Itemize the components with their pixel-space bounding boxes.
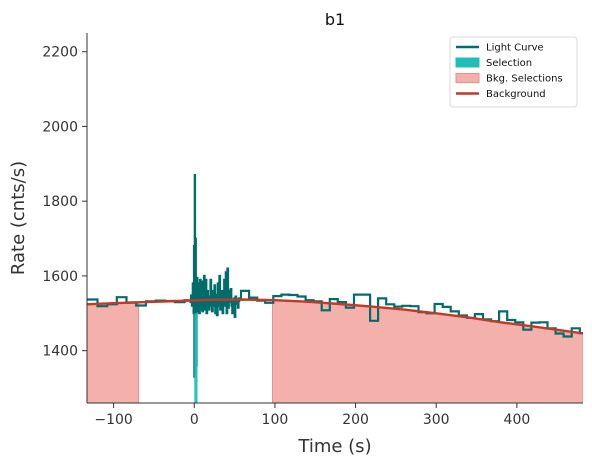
y-tick-label: 1400 xyxy=(42,344,78,360)
axes: −100 0 100 200 300 400 1400 1600 1800 2000 2200 xyxy=(42,33,583,428)
selection-band xyxy=(194,313,198,403)
x-tick-label: 0 xyxy=(190,412,199,428)
legend-label: Background xyxy=(486,89,546,100)
x-tick-label: 400 xyxy=(504,412,531,428)
legend-label: Bkg. Selections xyxy=(486,74,563,85)
x-tick-label: −100 xyxy=(94,412,132,428)
legend: Light Curve Selection Bkg. Selections Backg… xyxy=(449,36,578,108)
x-tick-label: 300 xyxy=(423,412,450,428)
x-tick-label: 200 xyxy=(342,412,369,428)
chart-title: b1 xyxy=(325,10,345,29)
legend-swatch xyxy=(455,57,480,68)
legend-box xyxy=(449,36,578,108)
y-tick-label: 2000 xyxy=(42,119,78,135)
plot-area xyxy=(87,174,583,403)
legend-label: Selection xyxy=(486,58,532,69)
x-axis-label: Time (s) xyxy=(297,436,371,457)
y-tick-label: 2200 xyxy=(42,45,78,61)
bkg-selection-0 xyxy=(87,301,140,403)
x-tick-label: 100 xyxy=(262,412,289,428)
y-tick-label: 1600 xyxy=(42,269,78,285)
y-axis-label: Rate (cnts/s) xyxy=(8,161,29,275)
background-line xyxy=(87,298,583,335)
y-tick-label: 1800 xyxy=(42,194,78,210)
bkg-selection-1 xyxy=(272,299,583,403)
legend-swatch xyxy=(455,73,480,83)
legend-label: Light Curve xyxy=(486,43,544,54)
light-curve-post xyxy=(239,289,583,338)
